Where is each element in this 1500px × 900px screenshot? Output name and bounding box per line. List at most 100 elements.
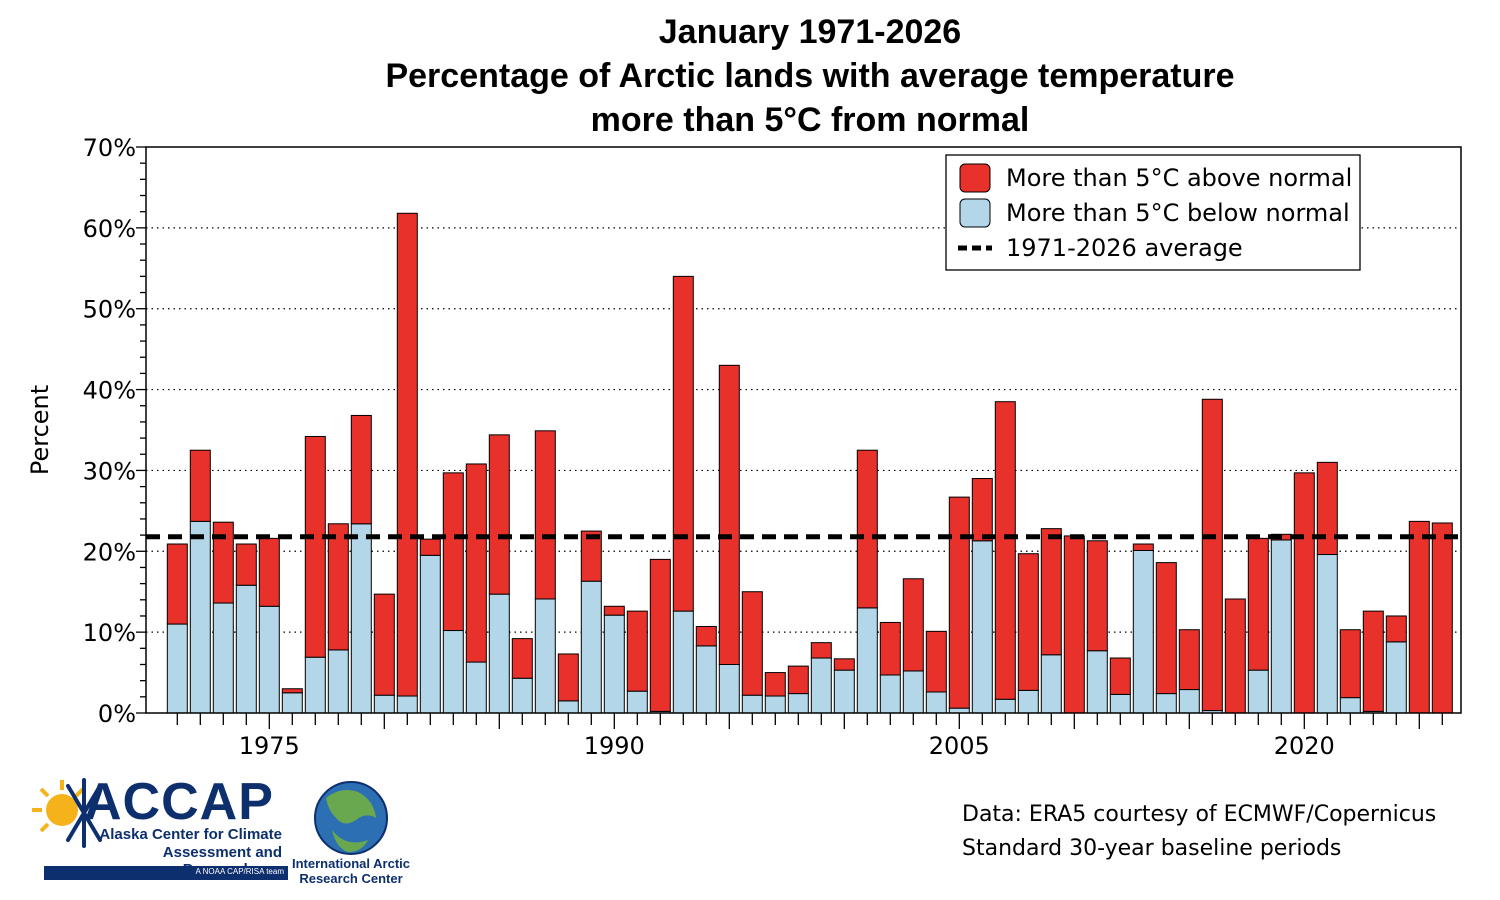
bar-below-1986 <box>511 677 533 714</box>
bar-above-1981 <box>396 212 418 697</box>
bar-above-1991 <box>626 610 648 692</box>
bar-below-2001 <box>856 607 878 714</box>
bar-below-1976 <box>281 692 303 714</box>
bar-below-1989 <box>580 580 602 714</box>
bar-above-2000 <box>833 658 855 671</box>
bar-below-1977 <box>304 656 326 714</box>
bar-above-1999 <box>810 642 832 659</box>
bar-below-1978 <box>327 649 349 714</box>
iarc-globe-icon <box>314 781 388 855</box>
bar-below-1981 <box>396 695 418 714</box>
bar-above-2006 <box>971 478 993 542</box>
bar-above-2014 <box>1155 562 1177 695</box>
accap-band-text: A NOAA CAP/RISA team <box>195 867 284 876</box>
bar-above-2011 <box>1086 540 1108 652</box>
bar-above-1996 <box>741 591 763 696</box>
legend-swatch-0 <box>959 163 991 193</box>
bar-above-1998 <box>787 665 809 695</box>
chart-title: January 1971-2026 Percentage of Arctic l… <box>160 10 1460 142</box>
legend-label-1: More than 5°C below normal <box>1006 199 1350 227</box>
bar-above-1997 <box>764 672 786 697</box>
bar-below-1998 <box>787 693 809 714</box>
bar-above-1986 <box>511 638 533 679</box>
bar-above-2005 <box>948 496 970 709</box>
bar-below-1990 <box>603 614 625 714</box>
bar-above-1990 <box>603 605 625 616</box>
baseline-note: Standard 30-year baseline periods <box>962 836 1342 861</box>
bar-below-1983 <box>442 630 464 714</box>
bar-above-1974 <box>235 543 257 586</box>
iarc-text-1: International Arctic <box>292 856 410 871</box>
bar-above-2004 <box>925 630 947 693</box>
title-line-1: January 1971-2026 <box>658 13 962 51</box>
bar-below-1988 <box>557 700 579 714</box>
bar-below-2002 <box>879 674 901 714</box>
bar-above-2016 <box>1201 398 1223 712</box>
bar-above-2022 <box>1339 629 1361 699</box>
bar-above-1988 <box>557 653 579 702</box>
bar-below-1987 <box>534 598 556 714</box>
bar-below-2004 <box>925 691 947 714</box>
bar-above-1984 <box>465 463 487 663</box>
bar-below-1994 <box>695 645 717 714</box>
legend-label-2: 1971-2026 average <box>1006 234 1243 262</box>
bar-above-2026 <box>1431 522 1453 714</box>
accap-subtitle-1: Alaska Center for Climate <box>99 826 282 843</box>
bar-above-2008 <box>1017 553 1039 691</box>
bar-below-1973 <box>212 602 234 714</box>
y-tick-label-50: 50% <box>83 296 136 324</box>
accap-wordmark: ACCAP <box>84 773 274 831</box>
y-tick-label-0: 0% <box>98 700 136 728</box>
bar-below-1997 <box>764 695 786 714</box>
bar-above-2021 <box>1316 461 1338 556</box>
plot-frame <box>145 146 1462 714</box>
bar-above-1980 <box>373 593 395 696</box>
bar-above-2018 <box>1247 537 1269 671</box>
bar-above-1995 <box>718 364 740 665</box>
bar-below-2014 <box>1155 693 1177 714</box>
bar-below-2006 <box>971 540 993 714</box>
bar-above-1983 <box>442 472 464 632</box>
bar-below-1979 <box>350 523 372 714</box>
bar-above-2009 <box>1040 528 1062 656</box>
bar-below-2013 <box>1132 549 1154 714</box>
bar-below-1999 <box>810 657 832 714</box>
bar-above-2015 <box>1178 629 1200 691</box>
bar-above-2025 <box>1408 520 1430 714</box>
y-tick-label-20: 20% <box>83 538 136 566</box>
bar-below-1985 <box>488 593 510 714</box>
bar-above-2010 <box>1063 535 1085 714</box>
x-tick-label-1990: 1990 <box>584 732 645 760</box>
iarc-text-2: Research Center <box>299 871 403 886</box>
bar-above-2024 <box>1385 615 1407 643</box>
bar-below-1991 <box>626 690 648 714</box>
data-credit: Data: ERA5 courtesy of ECMWF/Copernicus <box>962 802 1437 827</box>
bar-above-1978 <box>327 523 349 651</box>
title-line-2: Percentage of Arctic lands with average … <box>385 57 1235 95</box>
bar-below-1982 <box>419 554 441 714</box>
y-tick-label-60: 60% <box>83 215 136 243</box>
bar-above-1979 <box>350 414 372 525</box>
bar-below-2007 <box>994 698 1016 714</box>
bar-above-1994 <box>695 625 717 647</box>
accap-band: A NOAA CAP/RISA team <box>44 866 288 880</box>
bar-below-1995 <box>718 663 740 714</box>
bar-above-2013 <box>1132 543 1154 551</box>
bar-below-2011 <box>1086 650 1108 714</box>
bar-above-1976 <box>281 688 303 694</box>
bar-below-1971 <box>166 623 188 714</box>
bar-above-2002 <box>879 621 901 676</box>
bar-above-2017 <box>1224 598 1246 714</box>
bar-below-2003 <box>902 670 924 714</box>
bar-above-1973 <box>212 521 234 604</box>
x-tick-label-2005: 2005 <box>929 732 990 760</box>
title-line-3: more than 5°C from normal <box>590 101 1030 139</box>
accap-logo-icon <box>32 778 102 848</box>
bar-below-2022 <box>1339 697 1361 714</box>
bar-below-1980 <box>373 694 395 714</box>
bar-above-1975 <box>258 537 280 607</box>
bar-below-1975 <box>258 605 280 714</box>
bar-above-1985 <box>488 434 510 595</box>
bar-below-1984 <box>465 661 487 714</box>
y-tick-label-40: 40% <box>83 377 136 405</box>
